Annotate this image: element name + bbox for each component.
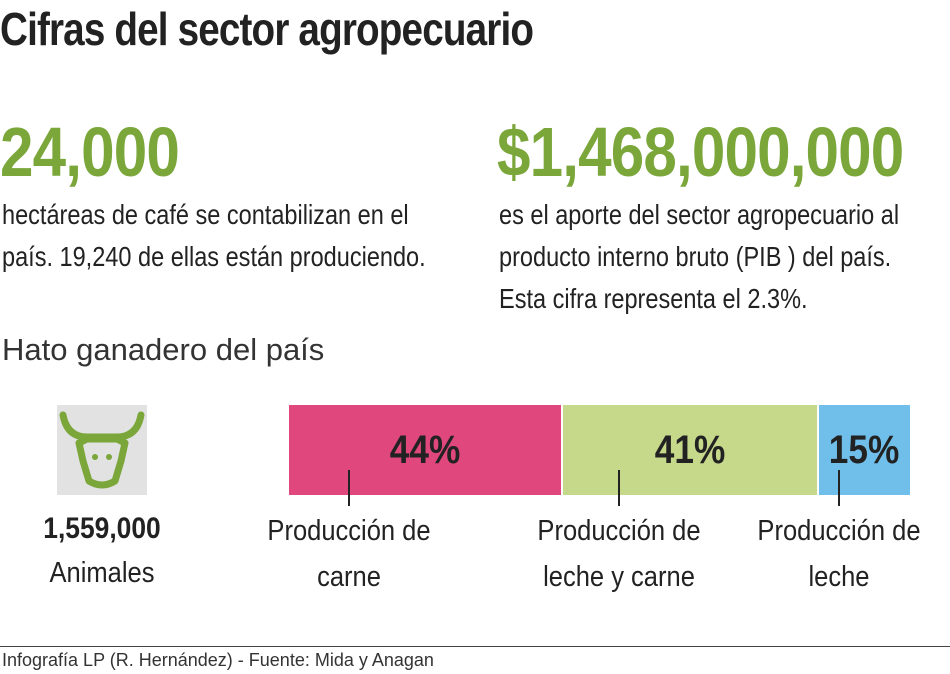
legend-label: Producción de leche y carne xyxy=(537,515,701,593)
value-label: 15% xyxy=(829,427,900,472)
stat-text: país. 19,240 de ellas están produciendo. xyxy=(2,241,426,272)
herd-label: Animales xyxy=(49,557,155,589)
legend-label: Producción de carne xyxy=(267,515,431,593)
cow-icon xyxy=(57,405,147,495)
stat-text: producto interno bruto (PIB ) del país. xyxy=(499,241,892,272)
value-label: 44% xyxy=(389,427,461,472)
bar-segment: 41% xyxy=(563,405,819,495)
bar-segment: 44% xyxy=(289,405,564,495)
stat-text: hectáreas de café se contabilizan en el xyxy=(2,199,409,230)
footer-rule xyxy=(0,646,950,647)
stat-text: es el aporte del sector agropecuario al xyxy=(499,199,900,230)
value-label: 41% xyxy=(654,427,726,472)
stat-figure: $1,468,000,000 xyxy=(497,113,904,191)
legend-label: Producción de leche xyxy=(757,515,921,593)
herd-figure: 1,559,000 xyxy=(43,512,161,545)
leader-line xyxy=(348,470,351,506)
leader-line xyxy=(838,470,841,506)
footer: Infografía LP (R. Hernández) - Fuente: M… xyxy=(2,650,434,670)
stat-text: Esta cifra representa el 2.3%. xyxy=(499,283,808,314)
chart-title: Hato ganadero del país xyxy=(2,332,325,367)
bar-segment: 15% xyxy=(818,405,912,495)
leader-line xyxy=(618,470,621,506)
stat-figure: 24,000 xyxy=(0,113,180,191)
title: Cifras del sector agropecuario xyxy=(0,3,534,55)
